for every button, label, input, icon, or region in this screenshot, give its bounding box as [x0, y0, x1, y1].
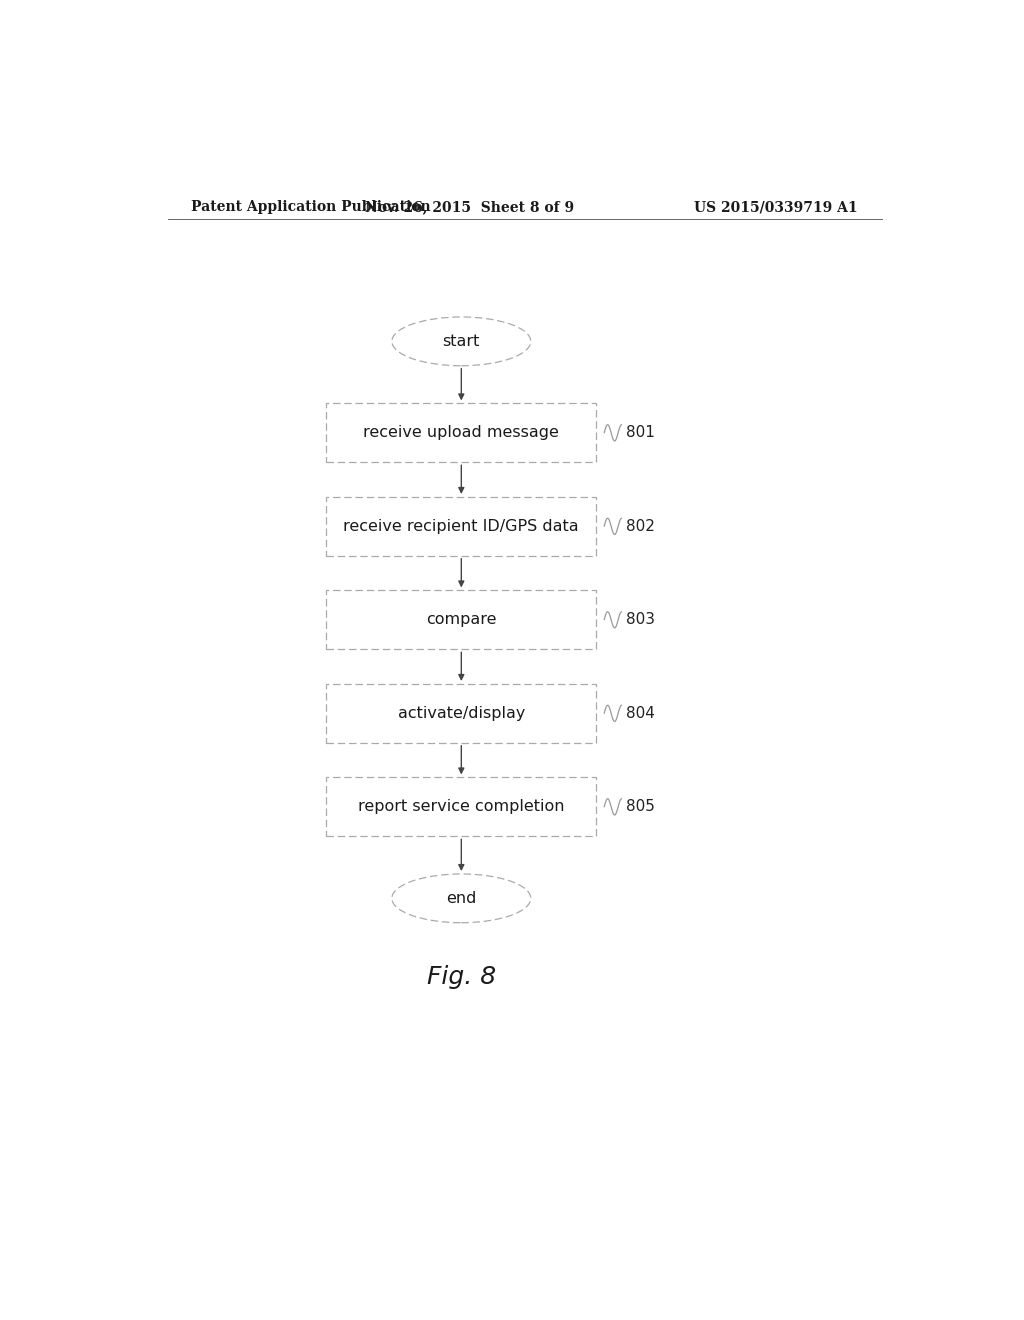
Bar [327, 590, 596, 649]
Text: compare: compare [426, 612, 497, 627]
Text: 801: 801 [627, 425, 655, 441]
Bar [327, 404, 596, 462]
Text: 804: 804 [627, 706, 655, 721]
Bar [327, 496, 596, 556]
Text: end: end [446, 891, 476, 906]
Text: 802: 802 [627, 519, 655, 533]
Text: Fig. 8: Fig. 8 [427, 965, 496, 989]
Ellipse shape [392, 874, 530, 923]
Text: 803: 803 [627, 612, 655, 627]
Bar [327, 684, 596, 743]
Text: receive recipient ID/GPS data: receive recipient ID/GPS data [343, 519, 580, 533]
Text: 805: 805 [627, 800, 655, 814]
Text: activate/display: activate/display [397, 706, 525, 721]
Text: Nov. 26, 2015  Sheet 8 of 9: Nov. 26, 2015 Sheet 8 of 9 [365, 201, 573, 214]
Bar [327, 777, 596, 837]
Ellipse shape [392, 317, 530, 366]
Text: start: start [442, 334, 480, 348]
Text: Patent Application Publication: Patent Application Publication [191, 201, 431, 214]
Text: report service completion: report service completion [358, 800, 564, 814]
Text: US 2015/0339719 A1: US 2015/0339719 A1 [694, 201, 858, 214]
Text: receive upload message: receive upload message [364, 425, 559, 441]
